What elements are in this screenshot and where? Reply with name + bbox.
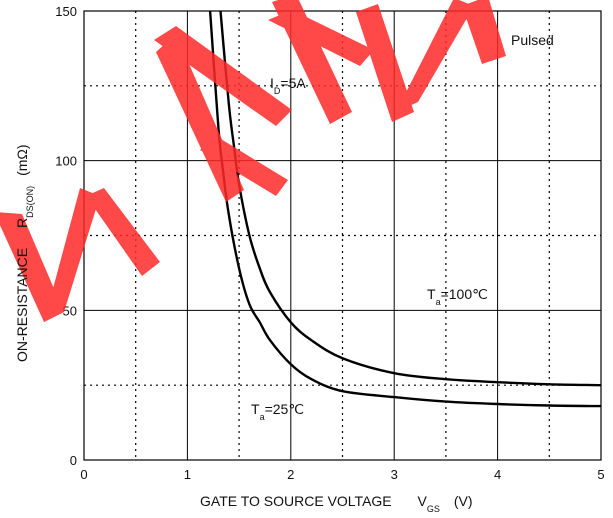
x-axis-unit: (V) [454,493,473,509]
watermark-stroke [462,0,506,64]
x-tick-label: 3 [391,467,398,482]
annotation-pulsed: Pulsed [511,32,554,48]
annotation-ta-100: Ta=100℃ [427,286,488,307]
y-tick-label: 150 [55,4,77,19]
curve-ta-25 [208,10,602,408]
x-axis-symbol-sub: GS [427,504,440,514]
x-axis-symbol: V [418,493,428,509]
x-tick-label: 4 [494,467,501,482]
y-tick-label: 50 [63,303,77,318]
y-axis-title: ON-RESISTANCE RDS(ON) (mΩ) [14,144,35,362]
grid-lines [84,11,601,460]
x-tick-label: 2 [287,467,294,482]
curve-ta-100 [219,10,602,387]
x-tick-label: 5 [597,467,604,482]
watermark-stroke [44,188,100,322]
x-axis-label: GATE TO SOURCE VOLTAGE [200,493,392,509]
x-tick-label: 0 [80,467,87,482]
annotation-id: ID=5A [270,75,306,96]
watermark-stroke [154,26,292,126]
y-tick-label: 100 [55,154,77,169]
y-tick-label: 0 [70,453,77,468]
annotation-ta-25: Ta=25℃ [251,401,304,422]
watermark-stroke [0,212,64,322]
watermark [0,0,506,322]
x-axis-title: GATE TO SOURCE VOLTAGE VGS (V) [200,493,473,514]
watermark-stroke [272,0,352,124]
watermark-stroke [356,4,414,122]
y-axis-symbol: R [14,218,30,228]
y-axis-unit: (mΩ) [14,144,30,175]
watermark-stroke [86,188,160,276]
watermark-stroke [396,0,474,112]
curves [208,10,602,408]
x-tick-label: 1 [184,467,191,482]
annotations: ID=5A Ta=100℃ Ta=25℃ Pulsed [251,32,554,422]
y-axis-label: ON-RESISTANCE [14,248,30,362]
watermark-stroke [200,136,288,196]
y-axis-symbol-sub: DS(ON) [25,186,35,218]
